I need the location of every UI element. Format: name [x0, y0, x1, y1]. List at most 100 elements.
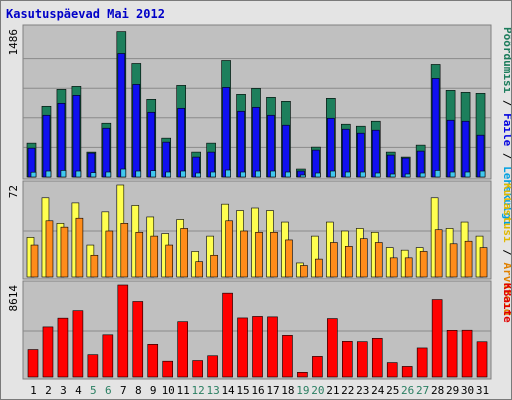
bar-mid-arvuteid-26: [404, 257, 413, 278]
bar-bot-kbaite-30: [461, 329, 473, 378]
x-tick-label: 29: [446, 384, 459, 397]
bar-bot-kbaite-5: [87, 354, 99, 378]
x-tick-label: 25: [386, 384, 399, 397]
bar-top-faile-16: [252, 106, 260, 178]
bar-mid-arvuteid-27: [419, 251, 428, 278]
bar-bot-kbaite-20: [312, 356, 323, 378]
x-tick-label: 18: [281, 384, 294, 397]
bar-top-lehekülgi-31: [479, 170, 486, 178]
bar-top-lehekülgi-9: [150, 170, 157, 178]
bar-top-lehekülgi-6: [105, 171, 112, 178]
bar-top-faile-24: [371, 129, 380, 178]
bar-bot-kbaite-7: [117, 284, 129, 378]
bar-mid-arvuteid-13: [210, 254, 218, 278]
bar-mid-arvuteid-21: [330, 242, 338, 278]
x-tick-label: 24: [371, 384, 385, 397]
bar-top-lehekülgi-22: [345, 171, 351, 178]
bar-top-lehekülgi-20: [315, 172, 321, 178]
bar-top-faile-17: [267, 114, 275, 178]
x-tick-label: 12: [192, 384, 205, 397]
y-axis-label-bot: KBaite: [501, 283, 511, 323]
bar-mid-arvuteid-28: [434, 229, 443, 278]
bar-bot-kbaite-21: [327, 318, 338, 378]
bar-mid-arvuteid-6: [105, 230, 114, 278]
x-tick-label: 28: [431, 384, 444, 397]
bar-mid-külastusi-20: [311, 235, 319, 278]
bar-top-lehekülgi-1: [30, 171, 37, 178]
x-tick-label: 23: [356, 384, 369, 397]
bar-mid-arvuteid-29: [449, 243, 458, 278]
bar-bot-kbaite-24: [371, 338, 383, 378]
bar-bot-kbaite-10: [162, 360, 174, 378]
bar-top-lehekülgi-27: [419, 172, 426, 178]
bar-top-lehekülgi-3: [60, 170, 67, 178]
bar-bot-kbaite-14: [222, 292, 233, 378]
x-tick-label: 16: [251, 384, 264, 397]
bar-top-faile-22: [342, 128, 350, 178]
x-tick-label: 4: [75, 384, 82, 397]
bar-top-lehekülgi-16: [255, 170, 261, 178]
bar-bot-kbaite-25: [386, 362, 398, 378]
bar-bot-kbaite-28: [431, 299, 443, 378]
bar-top-lehekülgi-17: [270, 170, 276, 178]
bar-top-faile-18: [282, 124, 290, 178]
bar-mid-arvuteid-19: [300, 265, 308, 278]
bar-top-lehekülgi-15: [240, 171, 246, 178]
x-tick-label: 21: [326, 384, 339, 397]
bar-top-lehekülgi-18: [285, 171, 291, 178]
bar-mid-arvuteid-3: [60, 226, 69, 278]
bar-bot-kbaite-19: [297, 372, 308, 378]
bar-top-lehekülgi-2: [45, 170, 52, 178]
x-tick-label: 5: [90, 384, 97, 397]
x-tick-label: 31: [476, 384, 489, 397]
bar-top-lehekülgi-10: [165, 171, 172, 178]
bar-bot-kbaite-9: [147, 344, 159, 378]
x-tick-label: 8: [135, 384, 142, 397]
y-axis-label-part: Külastusi: [501, 183, 511, 243]
x-tick-label: 10: [162, 384, 175, 397]
bar-top-faile-28: [431, 78, 440, 178]
x-tick-label: 3: [60, 384, 67, 397]
bar-top-lehekülgi-23: [359, 171, 366, 178]
bar-top-lehekülgi-12: [195, 172, 201, 178]
bar-mid-arvuteid-18: [285, 239, 293, 278]
bar-mid-arvuteid-8: [135, 231, 144, 278]
bar-mid-arvuteid-12: [195, 261, 203, 278]
y-axis-label-part: Pöördumisi: [501, 27, 511, 94]
x-tick-label: 15: [236, 384, 249, 397]
bar-mid-arvuteid-23: [359, 238, 368, 278]
bar-bot-kbaite-22: [342, 341, 353, 378]
bar-top-faile-8: [132, 84, 141, 178]
bar-top-faile-3: [57, 102, 66, 178]
bar-top-lehekülgi-7: [120, 168, 127, 178]
bar-top-lehekülgi-28: [434, 170, 441, 178]
bar-mid-arvuteid-15: [240, 230, 248, 278]
bar-top-faile-11: [177, 107, 185, 178]
bar-top-faile-30: [461, 120, 470, 178]
bar-top-lehekülgi-19: [300, 174, 306, 178]
bar-top-lehekülgi-30: [464, 171, 471, 178]
y-max-label-bot: 8614: [7, 285, 20, 312]
bar-bot-kbaite-18: [282, 335, 293, 378]
bar-mid-arvuteid-25: [389, 257, 398, 278]
x-tick-label: 2: [45, 384, 52, 397]
bar-top-faile-23: [356, 132, 365, 178]
bar-top-lehekülgi-24: [374, 172, 381, 178]
bar-mid-arvuteid-22: [345, 246, 353, 278]
bar-mid-arvuteid-17: [270, 231, 278, 278]
bar-bot-kbaite-6: [102, 334, 114, 378]
y-axis-label-part: KBaite: [501, 283, 511, 323]
y-max-label-mid: 72: [7, 185, 20, 198]
bar-bot-kbaite-1: [27, 349, 39, 378]
y-axis-label-part: /: [501, 93, 511, 113]
bar-top-faile-7: [117, 53, 126, 178]
bar-bot-kbaite-4: [72, 310, 84, 378]
bar-bot-kbaite-11: [177, 321, 188, 378]
y-axis-label-part: Arvuteid: [501, 262, 511, 315]
bar-top-faile-2: [42, 114, 51, 178]
bar-mid-arvuteid-11: [180, 228, 188, 278]
bar-bot-kbaite-8: [132, 301, 144, 378]
x-tick-label: 20: [311, 384, 324, 397]
bar-top-faile-29: [446, 119, 455, 178]
